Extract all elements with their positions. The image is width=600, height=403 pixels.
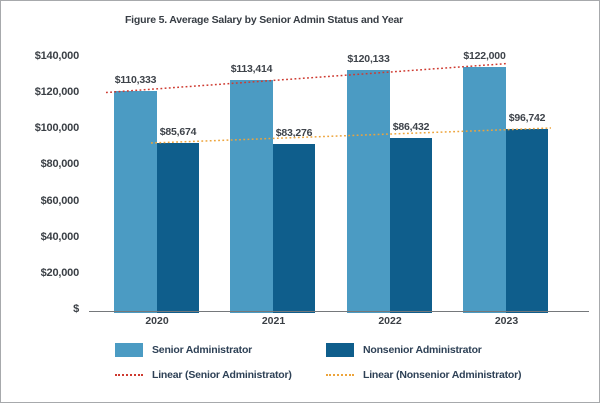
legend-item-linear-senior: Linear (Senior Administrator) bbox=[115, 367, 292, 383]
bar-nonsenior-2021 bbox=[273, 144, 315, 313]
legend-item-nonsenior: Nonsenior Administrator bbox=[326, 342, 482, 358]
data-label-senior-2022: $120,133 bbox=[347, 53, 390, 65]
x-axis-category-label: 2023 bbox=[494, 315, 519, 327]
data-label-nonsenior-2020: $85,674 bbox=[159, 126, 197, 138]
y-axis-tick-label: $140,000 bbox=[34, 50, 79, 62]
data-label-nonsenior-2023: $96,742 bbox=[508, 112, 546, 124]
y-axis-tick-label: $40,000 bbox=[40, 230, 80, 243]
nonsenior-trendline-swatch bbox=[326, 374, 354, 376]
bar-senior-2023 bbox=[463, 67, 506, 313]
legend-label-linear-nonsenior: Linear (Nonsenior Administrator) bbox=[363, 369, 522, 381]
data-label-senior-2020: $110,333 bbox=[114, 74, 157, 86]
x-axis-category-label: 2022 bbox=[378, 315, 402, 327]
legend-label-linear-senior: Linear (Senior Administrator) bbox=[152, 369, 292, 381]
bar-senior-2022 bbox=[347, 70, 390, 313]
senior-trendline-swatch bbox=[115, 374, 143, 376]
bar-nonsenior-2022 bbox=[390, 138, 432, 313]
bar-senior-2021 bbox=[230, 80, 273, 313]
data-label-senior-2021: $113,414 bbox=[230, 63, 273, 75]
y-axis-tick-label: $20,000 bbox=[40, 266, 80, 279]
nonsenior-series-swatch bbox=[326, 343, 354, 357]
data-label-senior-2023: $122,000 bbox=[463, 50, 506, 62]
legend-label-senior: Senior Administrator bbox=[152, 344, 253, 356]
y-axis-tick-label: $120,000 bbox=[34, 86, 79, 99]
legend-item-linear-nonsenior: Linear (Nonsenior Administrator) bbox=[326, 367, 522, 383]
legend-item-senior: Senior Administrator bbox=[115, 342, 252, 358]
x-axis-category-label: 2021 bbox=[261, 315, 286, 327]
y-axis-tick-label: $80,000 bbox=[40, 158, 80, 171]
y-axis-tick-label: $60,000 bbox=[40, 194, 80, 207]
y-axis-tick-label: $100,000 bbox=[34, 122, 79, 135]
legend-label-nonsenior: Nonsenior Administrator bbox=[363, 344, 482, 356]
y-axis-tick-label: $ bbox=[73, 303, 79, 316]
bar-senior-2020 bbox=[114, 91, 157, 313]
bar-nonsenior-2020 bbox=[157, 143, 199, 313]
figure-title: Figure 5. Average Salary by Senior Admin… bbox=[124, 14, 404, 26]
x-axis-category-label: 2020 bbox=[145, 315, 169, 327]
x-axis-line bbox=[89, 310, 589, 312]
data-label-nonsenior-2022: $86,432 bbox=[392, 121, 430, 133]
data-label-nonsenior-2021: $83,276 bbox=[275, 127, 313, 139]
bar-nonsenior-2023 bbox=[506, 129, 548, 313]
senior-series-swatch bbox=[115, 343, 143, 357]
